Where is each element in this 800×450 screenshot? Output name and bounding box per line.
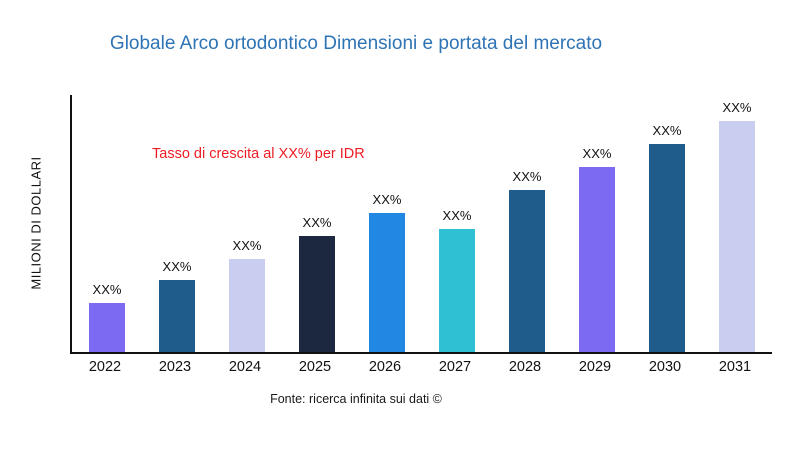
bar-column-2023: XX% bbox=[142, 95, 212, 352]
bar-column-2022: XX% bbox=[72, 95, 142, 352]
bar-column-2026: XX% bbox=[352, 95, 422, 352]
x-tick-label-2024: 2024 bbox=[228, 359, 262, 375]
x-axis-ticks: 2022 2023 2024 2025 2026 2027 2028 2029 2030 2031 bbox=[70, 359, 770, 375]
bars-row: XX% XX% XX% XX% XX% XX% XX% XX% XX% XX% bbox=[72, 95, 772, 352]
source-text: Fonte: ricerca infinita sui dati © bbox=[270, 392, 442, 406]
plot-area: XX% XX% XX% XX% XX% XX% XX% XX% XX% XX% bbox=[70, 95, 772, 354]
bar-value-label: XX% bbox=[92, 282, 122, 298]
bar-value-label: XX% bbox=[722, 99, 752, 115]
bar-column-2029: XX% bbox=[562, 95, 632, 352]
bar-2029 bbox=[579, 166, 615, 352]
bar-column-2031: XX% bbox=[702, 95, 772, 352]
bar-value-label: XX% bbox=[652, 122, 682, 138]
y-axis-label: MILIONI DI DOLLARI bbox=[28, 156, 44, 290]
x-tick-label-2022: 2022 bbox=[88, 359, 122, 375]
bar-2026 bbox=[369, 213, 405, 352]
bar-column-2028: XX% bbox=[492, 95, 562, 352]
bar-2031 bbox=[719, 120, 755, 352]
bar-value-label: XX% bbox=[372, 192, 402, 208]
bar-2028 bbox=[509, 190, 545, 352]
bar-2025 bbox=[299, 236, 335, 352]
bar-2022 bbox=[89, 303, 125, 352]
x-tick-label-2031: 2031 bbox=[718, 359, 752, 375]
x-tick-label-2025: 2025 bbox=[298, 359, 332, 375]
bar-value-label: XX% bbox=[582, 145, 612, 161]
bar-column-2025: XX% bbox=[282, 95, 352, 352]
bar-value-label: XX% bbox=[232, 238, 262, 254]
bar-2023 bbox=[159, 280, 195, 352]
growth-rate-annotation: Tasso di crescita al XX% per IDR bbox=[152, 146, 365, 162]
bar-value-label: XX% bbox=[302, 215, 332, 231]
x-tick-label-2030: 2030 bbox=[648, 359, 682, 375]
x-tick-label-2029: 2029 bbox=[578, 359, 612, 375]
bar-2027 bbox=[439, 228, 475, 352]
x-tick-label-2027: 2027 bbox=[438, 359, 472, 375]
bar-value-label: XX% bbox=[442, 207, 472, 223]
bar-2024 bbox=[229, 259, 265, 352]
x-tick-label-2023: 2023 bbox=[158, 359, 192, 375]
x-tick-label-2028: 2028 bbox=[508, 359, 542, 375]
bar-value-label: XX% bbox=[162, 259, 192, 275]
chart-title: Globale Arco ortodontico Dimensioni e po… bbox=[109, 33, 603, 54]
bar-value-label: XX% bbox=[512, 169, 542, 185]
bar-column-2027: XX% bbox=[422, 95, 492, 352]
bar-column-2024: XX% bbox=[212, 95, 282, 352]
x-tick-label-2026: 2026 bbox=[368, 359, 402, 375]
bar-2030 bbox=[649, 143, 685, 352]
bar-column-2030: XX% bbox=[632, 95, 702, 352]
